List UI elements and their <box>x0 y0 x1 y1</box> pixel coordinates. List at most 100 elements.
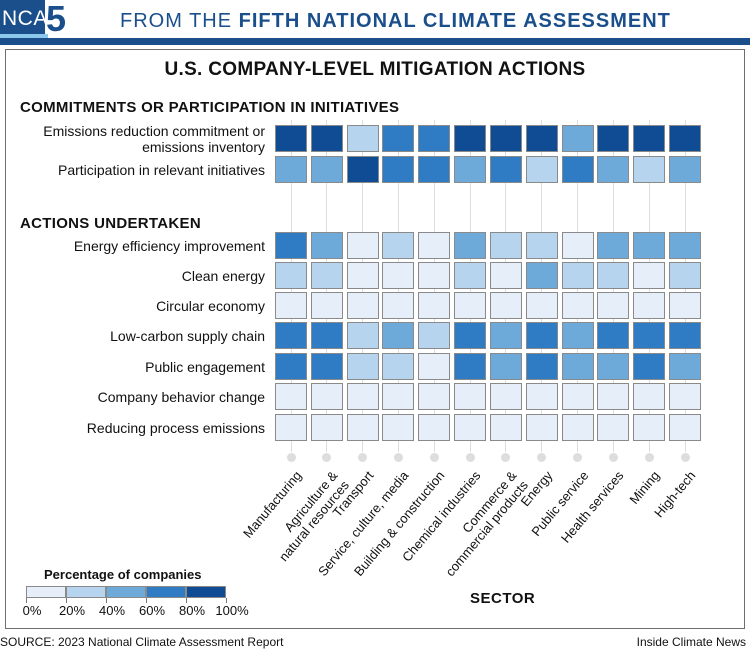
heatmap-cell <box>525 125 558 152</box>
heatmap-cell <box>275 156 307 183</box>
heatmap-cell <box>597 156 630 183</box>
section-heading: ACTIONS UNDERTAKEN <box>20 215 201 232</box>
row-label: Participation in relevant initiatives <box>58 161 265 178</box>
chart-frame <box>5 49 745 629</box>
header-prefix: FROM THE <box>120 10 239 32</box>
legend-tick <box>226 598 227 603</box>
logo-underline <box>0 34 48 38</box>
heatmap-cell <box>382 232 415 259</box>
heatmap-cell <box>382 383 415 410</box>
sector-dot <box>322 453 332 462</box>
sector-dot <box>537 453 547 462</box>
heatmap-cell <box>310 262 343 289</box>
row-label: Emissions reduction commitment or emissi… <box>43 122 265 155</box>
legend-swatch <box>66 586 106 598</box>
legend-tick-label: 20% <box>58 603 86 618</box>
sector-dot <box>393 453 403 462</box>
heatmap-cell <box>489 232 522 259</box>
heatmap-cell <box>633 125 666 152</box>
heatmap-cell <box>525 156 558 183</box>
heatmap-cell <box>489 156 522 183</box>
heatmap-cell <box>454 353 487 380</box>
heatmap-cell <box>454 292 487 319</box>
heatmap-cell <box>669 156 702 183</box>
heatmap-cell <box>382 322 415 349</box>
heatmap-cell <box>310 353 343 380</box>
heatmap-cell <box>275 414 307 441</box>
heatmap-cell <box>346 156 379 183</box>
heatmap-cell <box>561 232 594 259</box>
heatmap-cell <box>525 232 558 259</box>
heatmap-cell <box>633 383 666 410</box>
legend-swatch <box>146 586 186 598</box>
legend-tick <box>106 598 107 603</box>
heatmap-cell <box>454 383 487 410</box>
sector-dot <box>501 453 511 462</box>
heatmap-cell <box>418 262 451 289</box>
logo-text: NCA <box>2 7 48 30</box>
row-label: Circular economy <box>156 297 265 314</box>
heatmap-cell <box>346 125 379 152</box>
heatmap-cell <box>454 414 487 441</box>
legend-tick-label: 60% <box>138 603 166 618</box>
heatmap-cell <box>310 292 343 319</box>
sector-dot <box>608 453 618 462</box>
heatmap-cell <box>310 156 343 183</box>
heatmap-cell <box>418 322 451 349</box>
heatmap-cell <box>275 292 307 319</box>
heatmap-cell <box>561 322 594 349</box>
row-label: Public engagement <box>145 358 265 375</box>
header-emphasis: FIFTH NATIONAL CLIMATE ASSESSMENT <box>238 10 671 32</box>
heatmap-cell <box>597 414 630 441</box>
heatmap-cell <box>489 125 522 152</box>
heatmap-cell <box>382 156 415 183</box>
heatmap-cell <box>275 353 307 380</box>
heatmap-cell <box>382 262 415 289</box>
heatmap-cell <box>275 383 307 410</box>
chart-title: U.S. COMPANY-LEVEL MITIGATION ACTIONS <box>164 59 586 80</box>
logo-number: 5 <box>46 0 67 39</box>
heatmap-cell <box>454 125 487 152</box>
heatmap-cell <box>454 156 487 183</box>
heatmap-cell <box>525 414 558 441</box>
section-heading: COMMITMENTS OR PARTICIPATION IN INITIATI… <box>20 99 400 116</box>
heatmap-cell <box>525 292 558 319</box>
heatmap-cell <box>561 353 594 380</box>
heatmap-cell <box>597 262 630 289</box>
heatmap-cell <box>418 383 451 410</box>
legend-swatch <box>106 586 146 598</box>
heatmap-cell <box>346 383 379 410</box>
heatmap-cell <box>346 322 379 349</box>
heatmap-cell <box>633 414 666 441</box>
heatmap-cell <box>597 232 630 259</box>
heatmap-cell <box>346 414 379 441</box>
heatmap-cell <box>346 232 379 259</box>
heatmap-cell <box>561 156 594 183</box>
heatmap-cell <box>275 262 307 289</box>
heatmap-cell <box>275 322 307 349</box>
heatmap-cell <box>525 383 558 410</box>
x-axis-label: SECTOR <box>470 590 536 607</box>
heatmap-cell <box>561 292 594 319</box>
heatmap-cell <box>561 383 594 410</box>
heatmap-cell <box>346 292 379 319</box>
legend-tick-label: 100% <box>215 603 249 618</box>
legend-tick-label: 80% <box>178 603 206 618</box>
heatmap-cell <box>669 353 702 380</box>
heatmap-cell <box>597 292 630 319</box>
heatmap-cell <box>382 125 415 152</box>
heatmap-cell <box>669 262 702 289</box>
legend-swatch <box>186 586 226 598</box>
heatmap-cell <box>633 156 666 183</box>
heatmap-cell <box>633 232 666 259</box>
heatmap-cell <box>418 156 451 183</box>
heatmap-cell <box>669 292 702 319</box>
legend-tick <box>66 598 67 603</box>
heatmap-cell <box>418 414 451 441</box>
legend-title: Percentage of companies <box>44 567 202 582</box>
heatmap-cell <box>382 292 415 319</box>
heatmap-cell <box>454 322 487 349</box>
heatmap-cell <box>310 125 343 152</box>
legend-tick-label: 0% <box>22 603 42 618</box>
credit-note: Inside Climate News <box>636 635 746 649</box>
